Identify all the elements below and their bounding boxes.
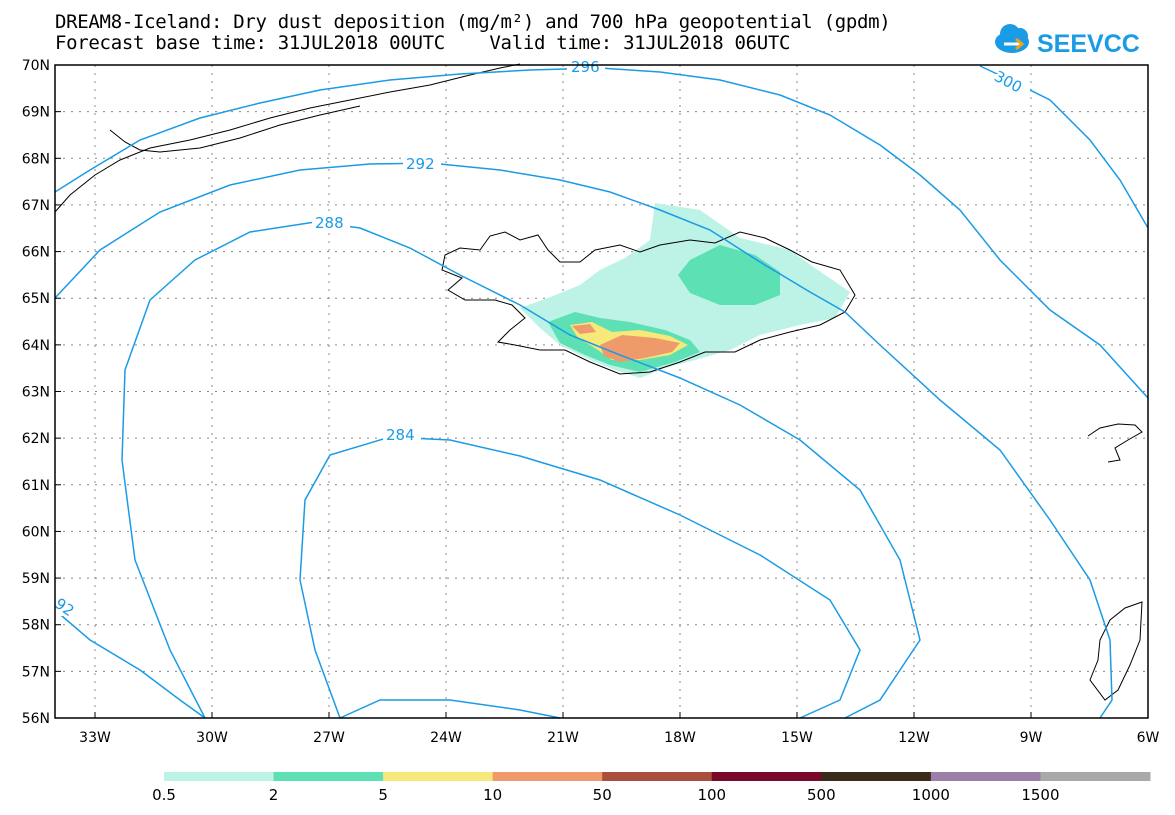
colorbar-swatch-6 [821, 772, 932, 781]
colorbar-swatch-5 [711, 772, 822, 781]
contour-292 [54, 162, 1113, 719]
lat-label-60N: 60N [22, 524, 50, 540]
logo-text: SEEVCCC [1037, 30, 1140, 58]
colorbar-label-10: 10 [483, 786, 502, 804]
colorbar: 0.5 2 5 10 50 100 500 1000 1500 [152, 772, 1151, 804]
lon-label-24W: 24W [430, 730, 462, 746]
colorbar-label-0.5: 0.5 [152, 786, 176, 804]
lat-label-66N: 66N [22, 245, 50, 261]
lat-label-58N: 58N [22, 618, 50, 634]
greenland-coastline [54, 63, 521, 213]
geopotential-contours [54, 65, 1149, 719]
longitude-labels: 33W 30W 27W 24W 21W 18W 15W 12W 9W 6W [79, 730, 1159, 746]
contour-label-288: 288 [315, 214, 344, 232]
dust-deposition-field [520, 203, 850, 378]
lon-label-12W: 12W [898, 730, 930, 746]
colorbar-swatch-3 [492, 772, 603, 781]
contour-label-296: 296 [571, 58, 600, 76]
lat-label-61N: 61N [22, 478, 50, 494]
contour-labels: 296 300 292 288 284 92 [51, 58, 1030, 620]
colorbar-label-500: 500 [807, 786, 836, 804]
grid-lines [55, 65, 1148, 718]
lon-label-6W: 6W [1137, 730, 1160, 746]
contour-label-284: 284 [386, 426, 415, 444]
contour-label-300: 300 [991, 67, 1025, 96]
lon-label-33W: 33W [79, 730, 111, 746]
lat-label-64N: 64N [22, 338, 50, 354]
contour-292-b [339, 699, 561, 719]
lat-label-62N: 62N [22, 431, 50, 447]
colorbar-label-5: 5 [378, 786, 388, 804]
lat-label-70N: 70N [22, 58, 50, 74]
cloud-logo-icon [995, 24, 1029, 53]
seevccc-logo: SEEVCCC [990, 20, 1158, 60]
contour-292-lower [54, 609, 206, 719]
colorbar-label-100: 100 [697, 786, 726, 804]
lon-label-15W: 15W [781, 730, 813, 746]
scotland-coastline [1089, 601, 1143, 701]
lat-label-65N: 65N [22, 291, 50, 307]
colorbar-swatch-2 [383, 772, 494, 781]
lat-label-69N: 69N [22, 105, 50, 121]
latitude-labels: 70N 69N 68N 67N 66N 65N 64N 63N 62N 61N 60N 59N 58N 5… [22, 58, 50, 727]
contour-288 [121, 221, 921, 719]
lat-label-67N: 67N [22, 198, 50, 214]
map-title-line2: Forecast base time: 31JUL2018 00UTC Vali… [55, 32, 791, 54]
colorbar-swatch-4 [602, 772, 713, 781]
contour-284 [299, 436, 861, 719]
dust-level-2a [678, 245, 780, 305]
lat-label-56N: 56N [22, 711, 50, 727]
lat-label-63N: 63N [22, 385, 50, 401]
colorbar-swatch-7 [930, 772, 1041, 781]
contour-label-292: 292 [406, 155, 435, 173]
map-title-line1: DREAM8-Iceland: Dry dust deposition (mg/… [55, 11, 891, 33]
coastlines [54, 63, 1143, 701]
contour-296 [54, 67, 1149, 399]
lon-label-27W: 27W [313, 730, 345, 746]
lon-label-9W: 9W [1020, 730, 1043, 746]
lon-label-30W: 30W [196, 730, 228, 746]
colorbar-label-1500: 1500 [1021, 786, 1059, 804]
greenland-coast-detail [109, 105, 361, 153]
lon-label-21W: 21W [547, 730, 579, 746]
colorbar-swatch-1 [273, 772, 384, 781]
colorbar-swatch-8 [1040, 772, 1151, 781]
faroe-coastline [1087, 423, 1143, 463]
lat-label-57N: 57N [22, 664, 50, 680]
colorbar-label-1000: 1000 [912, 786, 950, 804]
colorbar-swatch-0 [164, 772, 275, 781]
colorbar-label-50: 50 [593, 786, 612, 804]
axis-ticks [55, 64, 1149, 719]
lat-label-59N: 59N [22, 571, 50, 587]
lon-label-18W: 18W [664, 730, 696, 746]
lat-label-68N: 68N [22, 151, 50, 167]
colorbar-label-2: 2 [269, 786, 279, 804]
dust-level-10b [572, 324, 596, 334]
